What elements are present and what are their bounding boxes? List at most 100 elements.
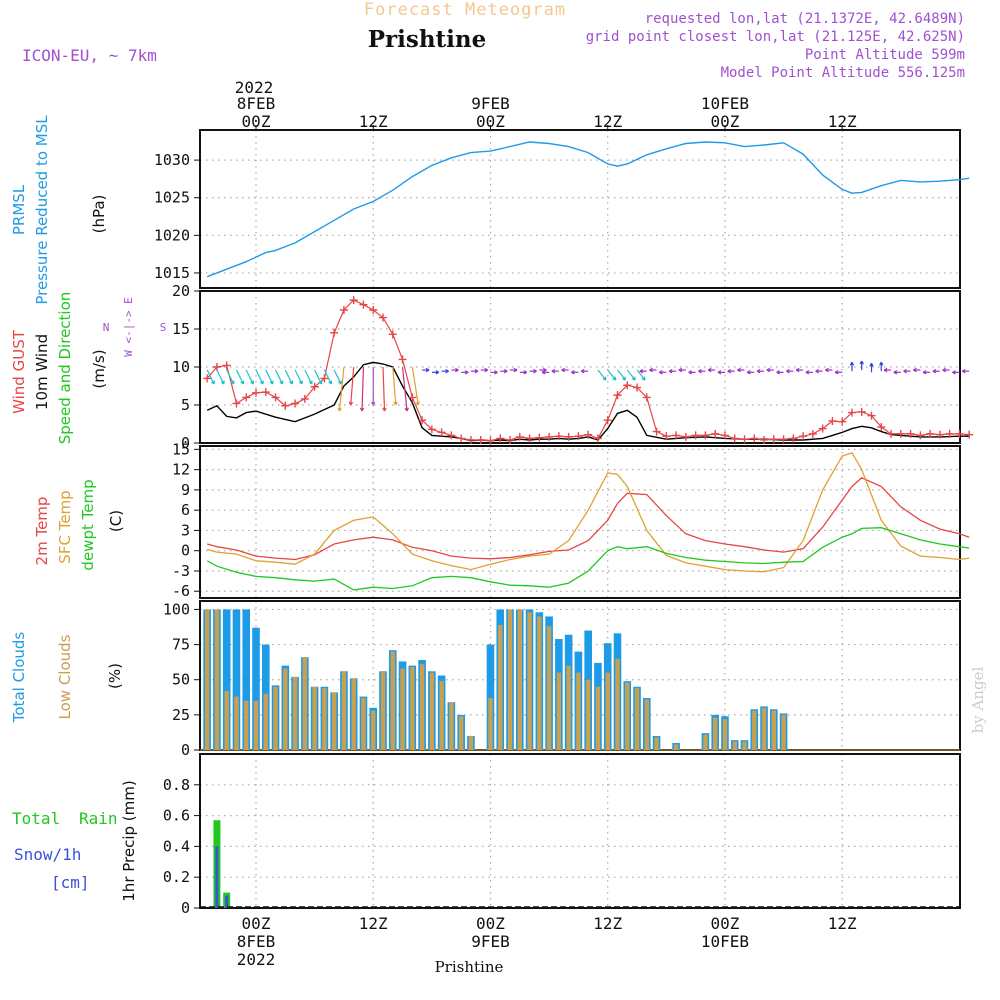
y-tick-label: 0.4 <box>163 837 190 855</box>
gust-marker <box>926 429 935 438</box>
compass-we: W <-|-> E <box>122 297 135 357</box>
low-cloud-bar <box>302 657 308 750</box>
gust-marker <box>564 432 573 441</box>
y-tick-label: 0 <box>181 741 190 759</box>
wind-direction-arrow <box>382 366 386 412</box>
wind-direction-arrowhead <box>668 368 673 374</box>
gust-marker <box>769 435 778 444</box>
wind-direction-arrowhead <box>746 370 751 375</box>
gust-marker <box>740 435 749 444</box>
top-axis-label: 00Z <box>711 112 740 131</box>
wind-direction-arrow <box>392 366 397 406</box>
gust-marker <box>750 434 759 443</box>
y-tick-label: 5 <box>181 396 190 414</box>
gust-marker <box>281 401 290 410</box>
wind-direction-arrowhead <box>922 370 927 375</box>
total-cloud-bar <box>252 627 260 750</box>
wind-direction-arrowhead <box>952 370 956 375</box>
gust-marker <box>222 361 231 370</box>
gust-marker <box>916 431 925 440</box>
panel-frame <box>199 753 961 909</box>
gust-marker <box>584 430 593 439</box>
gust-marker <box>681 432 690 441</box>
gust-marker <box>779 435 788 444</box>
wind-direction-arrowhead <box>464 370 469 375</box>
y-tick-label: 12 <box>172 461 190 479</box>
gust-marker <box>691 431 700 440</box>
gust-marker <box>291 399 300 408</box>
wind-direction-arrowhead <box>415 401 421 406</box>
bottom-axis-label: 12Z <box>828 914 857 933</box>
gust-marker <box>613 391 622 400</box>
gust-marker <box>965 430 974 439</box>
wind-direction-arrowhead <box>404 407 409 412</box>
wind-direction-arrow <box>338 366 345 412</box>
low-cloud-bar <box>517 609 522 750</box>
gust-marker <box>828 416 837 425</box>
wind-direction-arrowhead <box>513 367 518 373</box>
low-cloud-bar <box>361 697 366 750</box>
y-tick-label: 1020 <box>154 226 190 244</box>
low-cloud-bar <box>400 668 405 750</box>
wind-direction-arrowhead <box>903 368 907 374</box>
low-cloud-bar <box>742 741 747 750</box>
low-cloud-bar <box>576 672 581 750</box>
compass-s: S <box>160 321 167 334</box>
prmsl-label: PRMSL <box>10 184 28 235</box>
wind-direction-arrowhead <box>425 367 430 373</box>
gust-marker <box>545 432 554 441</box>
wind-direction-arrow <box>284 369 293 385</box>
wind-direction-arrow <box>314 369 323 385</box>
wind-direction-arrowhead <box>766 367 771 373</box>
top-axis-label: 12Z <box>828 112 857 131</box>
compass-n: N <box>103 321 110 334</box>
low-cloud-bar <box>761 707 767 750</box>
wind-direction-arrow <box>636 369 646 381</box>
wind-direction-arrowhead <box>961 368 966 374</box>
y-tick-label: 10 <box>172 358 190 376</box>
wind-direction-arrowhead <box>707 367 712 373</box>
y-tick-label: 100 <box>163 600 190 618</box>
gust-marker <box>662 432 671 441</box>
wind-gust-label: Wind GUST <box>10 329 28 414</box>
wind-direction-arrowhead <box>393 401 398 406</box>
low-cloud-bar <box>253 700 259 750</box>
low-cloud-bar <box>224 690 229 750</box>
gust-marker <box>466 435 475 444</box>
wind-direction-arrow <box>361 366 365 412</box>
gust-marker <box>711 429 720 438</box>
rain-label: Rain <box>79 809 118 828</box>
wind-direction-arrowhead <box>639 368 644 374</box>
wind-direction-arrowhead <box>359 407 365 412</box>
gust-marker <box>593 434 602 443</box>
wind-direction-arrowhead <box>659 370 663 375</box>
y-tick-label: 0 <box>181 899 190 917</box>
gust-marker <box>300 394 309 403</box>
wind-direction-arrow <box>235 369 244 385</box>
panel-precipitation: 0 0.2 0.4 0.6 0.8 <box>163 753 961 917</box>
low-cloud-bar <box>722 719 728 750</box>
wind-direction-arrowhead <box>815 368 820 374</box>
prmsl-desc-label: Pressure Reduced to MSL <box>33 115 51 305</box>
snow-unit-label: [cm] <box>51 873 90 892</box>
gust-marker <box>838 417 847 426</box>
gust-marker <box>379 313 388 322</box>
gust-marker <box>633 383 642 392</box>
wind-direction-arrowhead <box>289 380 294 385</box>
gust-marker <box>877 423 886 432</box>
gust-marker <box>574 432 583 441</box>
low-cloud-bar <box>566 665 571 750</box>
wind-direction-arrow <box>265 369 274 385</box>
top-title: Forecast Meteogram <box>364 0 566 20</box>
gust-marker <box>457 434 466 443</box>
top-axis-label: 00Z <box>476 112 505 131</box>
y-tick-label: 20 <box>172 282 190 300</box>
wind-direction-arrowhead <box>318 380 323 385</box>
wind-direction-arrowhead <box>435 370 440 375</box>
total-cloud-bar <box>222 609 231 750</box>
gust-marker <box>310 382 319 391</box>
model-label: ICON-EU, ~ 7km <box>22 46 157 65</box>
gust-marker <box>945 429 954 438</box>
y-tick-label: 1025 <box>154 189 190 207</box>
